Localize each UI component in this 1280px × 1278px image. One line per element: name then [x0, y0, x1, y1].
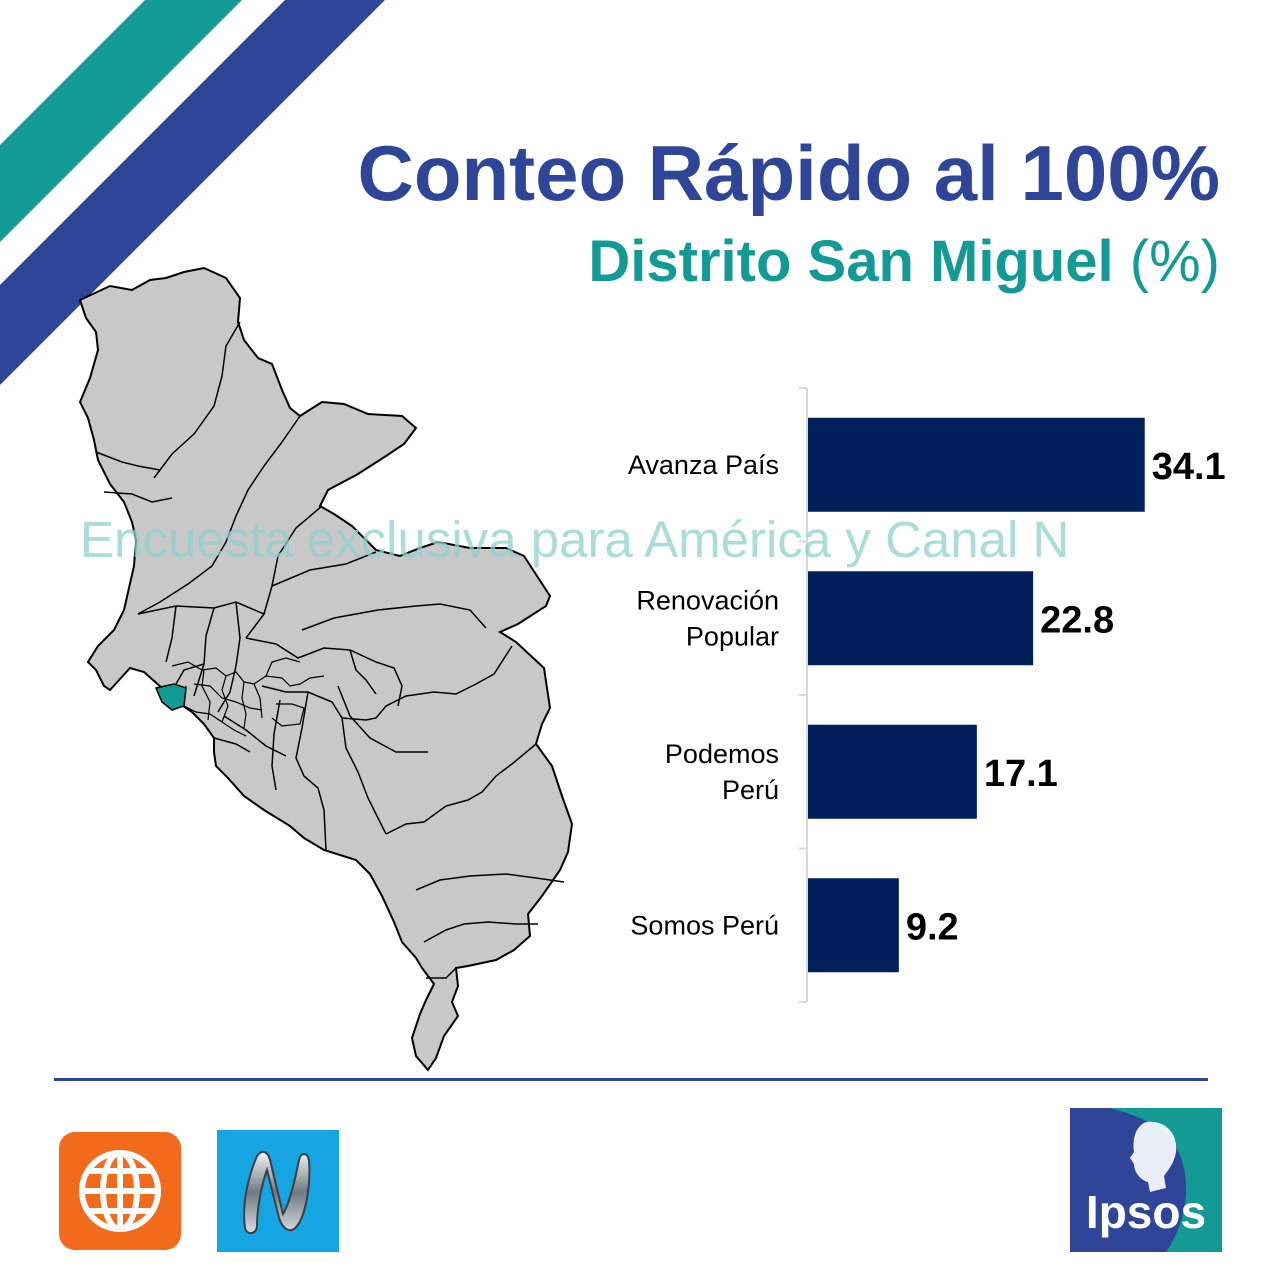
canal-n-logo: [217, 1130, 339, 1252]
n-letter-icon: [243, 1150, 311, 1234]
footer-divider: [54, 1078, 1208, 1081]
america-tv-logo: [59, 1132, 181, 1250]
ipsos-logo: [1070, 1108, 1222, 1252]
category-label: Renovación: [636, 585, 779, 615]
globe-icon: [79, 1150, 161, 1232]
corner-stripes: [0, 0, 385, 385]
head-icon: [1130, 1121, 1177, 1192]
bar: [808, 724, 977, 819]
map-outline: [78, 266, 574, 1072]
bar: [808, 417, 1145, 512]
category-label: Somos Perú: [630, 910, 779, 940]
lima-district-map: [78, 266, 574, 1072]
page-title: Conteo Rápido al 100%: [357, 129, 1221, 217]
ipsos-wordmark: Ipsos: [1085, 1186, 1207, 1238]
subtitle-unit: (%): [1129, 229, 1220, 294]
value-label: 17.1: [984, 753, 1058, 795]
category-label: Perú: [722, 775, 779, 805]
teal-stripe: [0, 0, 242, 242]
blue-stripe: [0, 0, 385, 385]
subtitle-district: Distrito San Miguel: [588, 229, 1114, 294]
value-label: 9.2: [906, 906, 959, 948]
category-label: Avanza País: [628, 450, 779, 480]
page-subtitle: Distrito San Miguel (%): [588, 228, 1220, 295]
san-miguel-district: [154, 683, 187, 711]
category-label: Popular: [686, 621, 779, 651]
value-label: 22.8: [1040, 599, 1114, 641]
bar: [808, 571, 1034, 666]
value-label: 34.1: [1152, 446, 1226, 488]
central-districts: [171, 657, 325, 737]
results-bar-chart: Avanza País 34.1 Renovación Popular 22.8 Pode…: [628, 387, 1226, 1003]
category-label: Podemos: [665, 739, 779, 769]
bar: [808, 878, 899, 973]
